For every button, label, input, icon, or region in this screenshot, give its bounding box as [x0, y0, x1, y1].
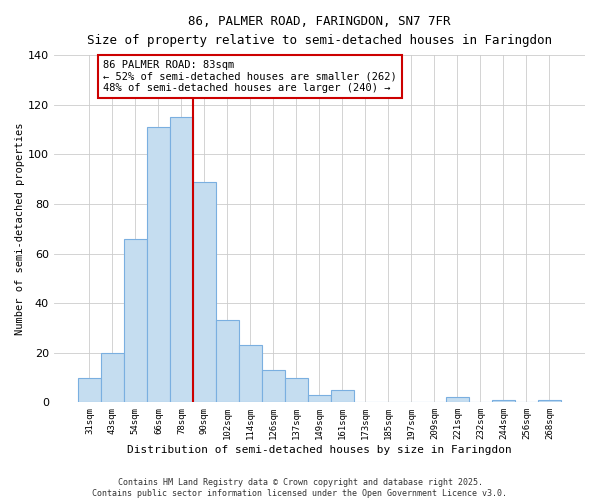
Bar	[331, 390, 354, 402]
Bar	[538, 400, 561, 402]
Bar	[262, 370, 285, 402]
Y-axis label: Number of semi-detached properties: Number of semi-detached properties	[15, 122, 25, 335]
Bar	[446, 398, 469, 402]
Bar	[170, 117, 193, 403]
Bar	[492, 400, 515, 402]
Bar	[239, 346, 262, 403]
Title: 86, PALMER ROAD, FARINGDON, SN7 7FR
Size of property relative to semi-detached h: 86, PALMER ROAD, FARINGDON, SN7 7FR Size…	[87, 15, 552, 47]
Bar	[285, 378, 308, 402]
Bar	[193, 182, 216, 402]
Bar	[101, 352, 124, 403]
Text: 86 PALMER ROAD: 83sqm
← 52% of semi-detached houses are smaller (262)
48% of sem: 86 PALMER ROAD: 83sqm ← 52% of semi-deta…	[103, 60, 397, 94]
Bar	[308, 395, 331, 402]
Text: Contains HM Land Registry data © Crown copyright and database right 2025.
Contai: Contains HM Land Registry data © Crown c…	[92, 478, 508, 498]
X-axis label: Distribution of semi-detached houses by size in Faringdon: Distribution of semi-detached houses by …	[127, 445, 512, 455]
Bar	[124, 238, 147, 402]
Bar	[216, 320, 239, 402]
Bar	[147, 127, 170, 402]
Bar	[78, 378, 101, 402]
